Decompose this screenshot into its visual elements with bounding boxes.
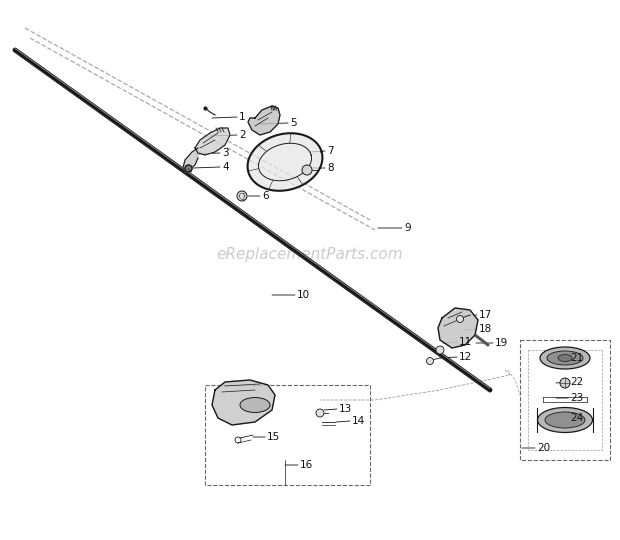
Text: 6: 6 [262,191,268,201]
Text: 21: 21 [570,353,583,363]
Text: 16: 16 [300,460,313,470]
Polygon shape [195,128,230,155]
Text: 24: 24 [570,413,583,423]
Bar [528,350,602,450]
Circle shape [237,191,247,201]
Text: 7: 7 [327,146,334,156]
Ellipse shape [547,351,583,365]
Text: 8: 8 [327,163,334,173]
Text: 20: 20 [537,443,550,453]
Circle shape [302,165,312,175]
Text: 11: 11 [459,337,472,347]
Text: 22: 22 [570,377,583,387]
Ellipse shape [558,354,572,361]
Text: 5: 5 [290,118,296,128]
Text: 10: 10 [297,290,310,300]
Bar [520,340,610,460]
Polygon shape [212,380,275,425]
Text: 14: 14 [352,416,365,426]
Text: 3: 3 [222,148,229,158]
Circle shape [427,357,433,364]
Text: 15: 15 [267,432,280,442]
Polygon shape [183,148,198,172]
Ellipse shape [240,397,270,413]
Text: 1: 1 [239,112,246,122]
Text: 12: 12 [459,352,472,362]
Text: 23: 23 [570,393,583,403]
Circle shape [560,378,570,388]
Text: 19: 19 [495,338,508,348]
Polygon shape [438,308,478,348]
Text: 17: 17 [479,310,492,320]
Text: 13: 13 [339,404,352,414]
Circle shape [316,409,324,417]
Text: eReplacementParts.com: eReplacementParts.com [216,247,404,262]
Ellipse shape [540,347,590,369]
Text: 9: 9 [404,223,410,233]
Bar [205,385,370,485]
Text: 2: 2 [239,130,246,140]
Ellipse shape [538,408,593,433]
Text: 18: 18 [479,324,492,334]
Text: 4: 4 [222,162,229,172]
Ellipse shape [545,412,585,428]
Polygon shape [248,106,280,135]
Circle shape [436,346,444,354]
Polygon shape [247,133,322,191]
Circle shape [456,315,464,322]
